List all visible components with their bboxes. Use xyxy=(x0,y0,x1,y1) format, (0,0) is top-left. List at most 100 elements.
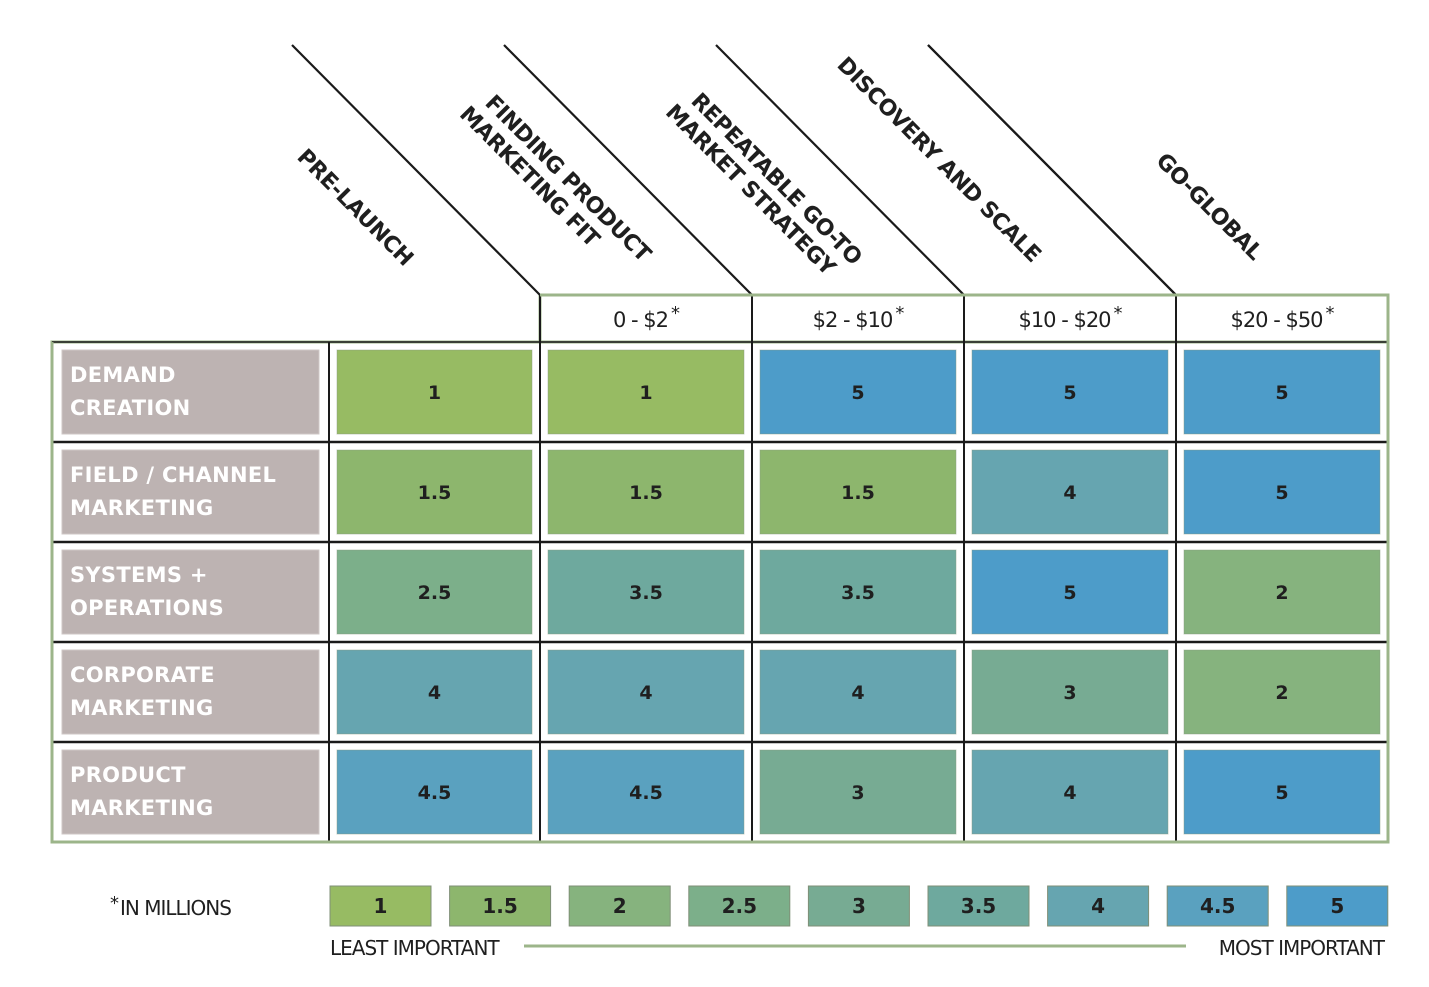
legend-swatch-label: 2 xyxy=(613,894,627,918)
value-cell xyxy=(547,549,745,635)
value-label: 4.5 xyxy=(418,782,452,804)
legend: * IN MILLIONS 1 1.5 2 2.5 3 3.5 4 4.5 5 LEAST IMPOR… xyxy=(110,885,1389,960)
phase-label-text: PRE-LAUNCH xyxy=(292,145,418,272)
row-label-text: PRODUCT xyxy=(70,763,186,787)
row-label-text: DEMAND xyxy=(70,363,176,387)
footnote-text: * IN MILLIONS xyxy=(110,893,231,920)
value-cell xyxy=(547,349,745,435)
legend-swatch-label: 1 xyxy=(374,894,388,918)
value-cell xyxy=(336,449,533,535)
table-rows: DEMAND CREATION 1 1 5 5 5 FIELD / CHANNEL MARKET… xyxy=(61,349,1381,835)
value-cell xyxy=(1183,549,1381,635)
footnote-label: IN MILLIONS xyxy=(120,896,231,920)
legend-swatch xyxy=(1286,885,1389,927)
header-divider-line xyxy=(503,44,753,296)
footnote-asterisk: * xyxy=(110,893,119,914)
asterisk-mark: * xyxy=(671,303,680,324)
range-label-5: $20 - $50 * xyxy=(1230,303,1334,332)
range-label-4: $10 - $20 * xyxy=(1018,303,1122,332)
value-label: 4 xyxy=(1063,782,1076,804)
legend-swatch xyxy=(568,885,671,927)
row-label-text: SYSTEMS + xyxy=(70,563,208,587)
legend-swatch xyxy=(927,885,1030,927)
row-label-text: MARKETING xyxy=(70,796,214,820)
value-cell xyxy=(336,649,533,735)
value-label: 1.5 xyxy=(418,482,452,504)
table-row: DEMAND CREATION 1 1 5 5 5 xyxy=(61,349,1381,435)
value-label: 5 xyxy=(1275,482,1288,504)
grid-lines xyxy=(50,293,1390,844)
asterisk-mark: * xyxy=(895,303,904,324)
value-label: 5 xyxy=(1063,582,1076,604)
row-label-cell xyxy=(61,349,320,435)
value-cell xyxy=(547,749,745,835)
value-label: 2 xyxy=(1275,682,1288,704)
value-cell xyxy=(971,649,1169,735)
row-label-text: OPERATIONS xyxy=(70,596,224,620)
row-label-cell xyxy=(61,449,320,535)
legend-swatch xyxy=(329,885,432,927)
legend-swatch-label: 4.5 xyxy=(1200,894,1235,918)
value-label: 2 xyxy=(1275,582,1288,604)
value-cell xyxy=(759,749,957,835)
legend-swatch-label: 4 xyxy=(1091,894,1105,918)
value-cell xyxy=(759,649,957,735)
legend-swatch-label: 3 xyxy=(852,894,866,918)
row-label-cell xyxy=(61,749,320,835)
value-label: 1.5 xyxy=(841,482,875,504)
value-label: 3.5 xyxy=(629,582,663,604)
table-row: PRODUCT MARKETING 4.5 4.5 3 4 5 xyxy=(61,749,1381,835)
value-cell xyxy=(971,549,1169,635)
value-cell xyxy=(759,549,957,635)
value-label: 1 xyxy=(639,382,652,404)
value-cell xyxy=(1183,449,1381,535)
asterisk-mark: * xyxy=(1326,303,1335,324)
legend-swatch-label: 1.5 xyxy=(482,894,517,918)
value-cell xyxy=(1183,349,1381,435)
row-label-text: CORPORATE xyxy=(70,663,215,687)
value-label: 4.5 xyxy=(629,782,663,804)
value-cell xyxy=(1183,749,1381,835)
value-cell xyxy=(971,449,1169,535)
legend-swatch xyxy=(1166,885,1269,927)
row-label-cell xyxy=(61,549,320,635)
legend-swatch-label: 2.5 xyxy=(722,894,757,918)
value-label: 5 xyxy=(851,382,864,404)
range-label-3: $2 - $10 * xyxy=(813,303,905,332)
row-label-text: MARKETING xyxy=(70,696,214,720)
value-cell xyxy=(547,649,745,735)
table-row: CORPORATE MARKETING 4 4 4 3 2 xyxy=(61,649,1381,735)
value-label: 5 xyxy=(1063,382,1076,404)
legend-swatch xyxy=(1047,885,1150,927)
value-label: 4 xyxy=(428,682,441,704)
table-row: SYSTEMS + OPERATIONS 2.5 3.5 3.5 5 2 xyxy=(61,549,1381,635)
legend-swatch-label: 5 xyxy=(1330,894,1344,918)
phase-label-text: DISCOVERY AND SCALE xyxy=(832,53,1045,268)
value-cell xyxy=(971,349,1169,435)
legend-swatch-label: 3.5 xyxy=(961,894,996,918)
value-cell xyxy=(759,449,957,535)
table-row: FIELD / CHANNEL MARKETING 1.5 1.5 1.5 4 5 xyxy=(61,449,1381,535)
legend-swatch xyxy=(807,885,910,927)
legend-swatch xyxy=(688,885,791,927)
phase-header-4: DISCOVERY AND SCALE xyxy=(832,53,1045,268)
value-label: 1 xyxy=(428,382,441,404)
value-label: 2.5 xyxy=(418,582,452,604)
row-label-text: MARKETING xyxy=(70,496,214,520)
phase-header-5: GO-GLOBAL xyxy=(1151,149,1267,266)
asterisk-mark: * xyxy=(1114,303,1123,324)
value-label: 4 xyxy=(851,682,864,704)
value-cell xyxy=(336,349,533,435)
row-label-cell xyxy=(61,649,320,735)
value-label: 4 xyxy=(639,682,652,704)
header-divider-line xyxy=(715,44,965,296)
value-cell xyxy=(547,449,745,535)
row-label-text: FIELD / CHANNEL xyxy=(70,463,276,487)
value-label: 3 xyxy=(851,782,864,804)
row-label-text: CREATION xyxy=(70,396,191,420)
value-label: 1.5 xyxy=(629,482,663,504)
